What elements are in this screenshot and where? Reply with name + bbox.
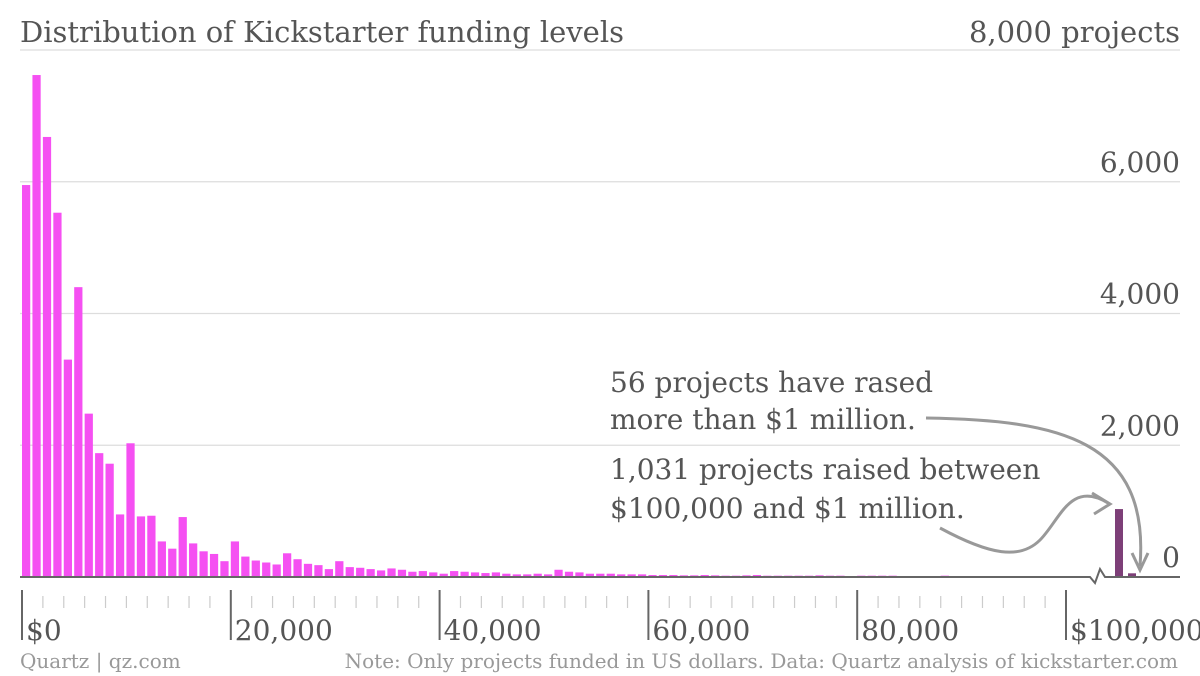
y-tick-label: 8,000 projects [969, 15, 1180, 49]
bar [42, 136, 52, 577]
arrow-million [925, 416, 1143, 567]
bar [136, 516, 146, 577]
y-tick-label: 6,000 [1100, 146, 1180, 179]
annotation-between-line-2: $100,000 and $1 million. [610, 492, 965, 525]
bar [314, 565, 323, 577]
bar [564, 571, 574, 577]
bar [147, 515, 156, 577]
overflow-bar [1115, 509, 1123, 577]
bar [345, 567, 354, 577]
bar [105, 463, 114, 577]
annotation-million-line-1: 56 projects have rased [610, 366, 933, 399]
bar [283, 553, 292, 577]
x-tick-label: 60,000 [652, 614, 750, 647]
gridlines [20, 49, 1180, 446]
bar [429, 572, 438, 577]
bar [63, 359, 72, 577]
x-tick-label: $0 [26, 614, 62, 647]
bar [585, 573, 594, 577]
arrow-between-head [1091, 491, 1113, 516]
annotation-million-line-2: more than $1 million. [610, 403, 916, 436]
bar [460, 571, 469, 577]
x-axis [20, 566, 1180, 640]
bar [241, 556, 250, 577]
x-tick-label: 80,000 [861, 614, 959, 647]
x-tick-label: 40,000 [444, 614, 542, 647]
bar [53, 212, 62, 577]
bars [22, 75, 1064, 577]
annotation-between-line-1: 1,031 projects raised between [610, 453, 1040, 486]
bar [376, 570, 386, 577]
bar [230, 541, 240, 577]
bar [512, 574, 521, 577]
bar [418, 571, 427, 577]
bar [575, 572, 584, 577]
bar [262, 562, 271, 577]
x-tick-labels: $0 20,000 40,000 60,000 80,000 $100,000 [26, 614, 1200, 647]
bar [617, 574, 626, 577]
bar [533, 573, 542, 577]
chart-title: Distribution of Kickstarter funding leve… [20, 15, 624, 49]
bar [596, 573, 605, 577]
x-tick-label: $100,000 [1070, 614, 1200, 647]
bar [439, 573, 448, 577]
bar [209, 553, 219, 577]
bar [481, 573, 490, 577]
bar [356, 567, 365, 577]
y-tick-label: 0 [1162, 541, 1180, 574]
bar [199, 551, 208, 577]
bar [450, 571, 459, 577]
overflow-bar [1128, 573, 1136, 577]
bar [251, 560, 260, 577]
bar [115, 514, 125, 577]
bar [606, 573, 615, 577]
bar [189, 543, 198, 577]
y-tick-labels: 0 2,000 4,000 6,000 8,000 projects [969, 15, 1180, 574]
bar [523, 574, 532, 577]
footnote: Note: Only projects funded in US dollars… [345, 649, 1178, 673]
bar [178, 517, 187, 577]
annotation-arrows [925, 416, 1150, 574]
bar [157, 541, 166, 577]
bar [126, 443, 135, 577]
bar [491, 572, 501, 577]
bar [366, 569, 375, 577]
bar [95, 453, 104, 577]
bar [397, 569, 407, 577]
bar [408, 571, 417, 577]
bar [324, 569, 333, 577]
arrow-million-head [1130, 552, 1150, 574]
overflow-bars [1115, 509, 1136, 577]
source-credit: Quartz | qz.com [20, 649, 181, 674]
bar [544, 574, 553, 577]
bar [470, 572, 480, 577]
arrow-between [939, 494, 1109, 554]
bar [335, 561, 344, 577]
bar [272, 564, 281, 577]
bar [22, 185, 31, 577]
bar [554, 569, 563, 577]
x-axis-baseline [20, 566, 1180, 585]
bar [293, 559, 302, 577]
y-tick-label: 2,000 [1100, 409, 1180, 442]
bar [168, 548, 177, 577]
bar [637, 574, 647, 577]
y-tick-label: 4,000 [1100, 278, 1180, 311]
bar [303, 563, 313, 577]
bar [220, 561, 229, 577]
bar [74, 287, 83, 577]
bar [32, 75, 41, 577]
x-tick-label: 20,000 [235, 614, 333, 647]
bar [502, 573, 511, 577]
bar [387, 568, 396, 577]
bar [84, 413, 93, 577]
bar [627, 574, 636, 577]
